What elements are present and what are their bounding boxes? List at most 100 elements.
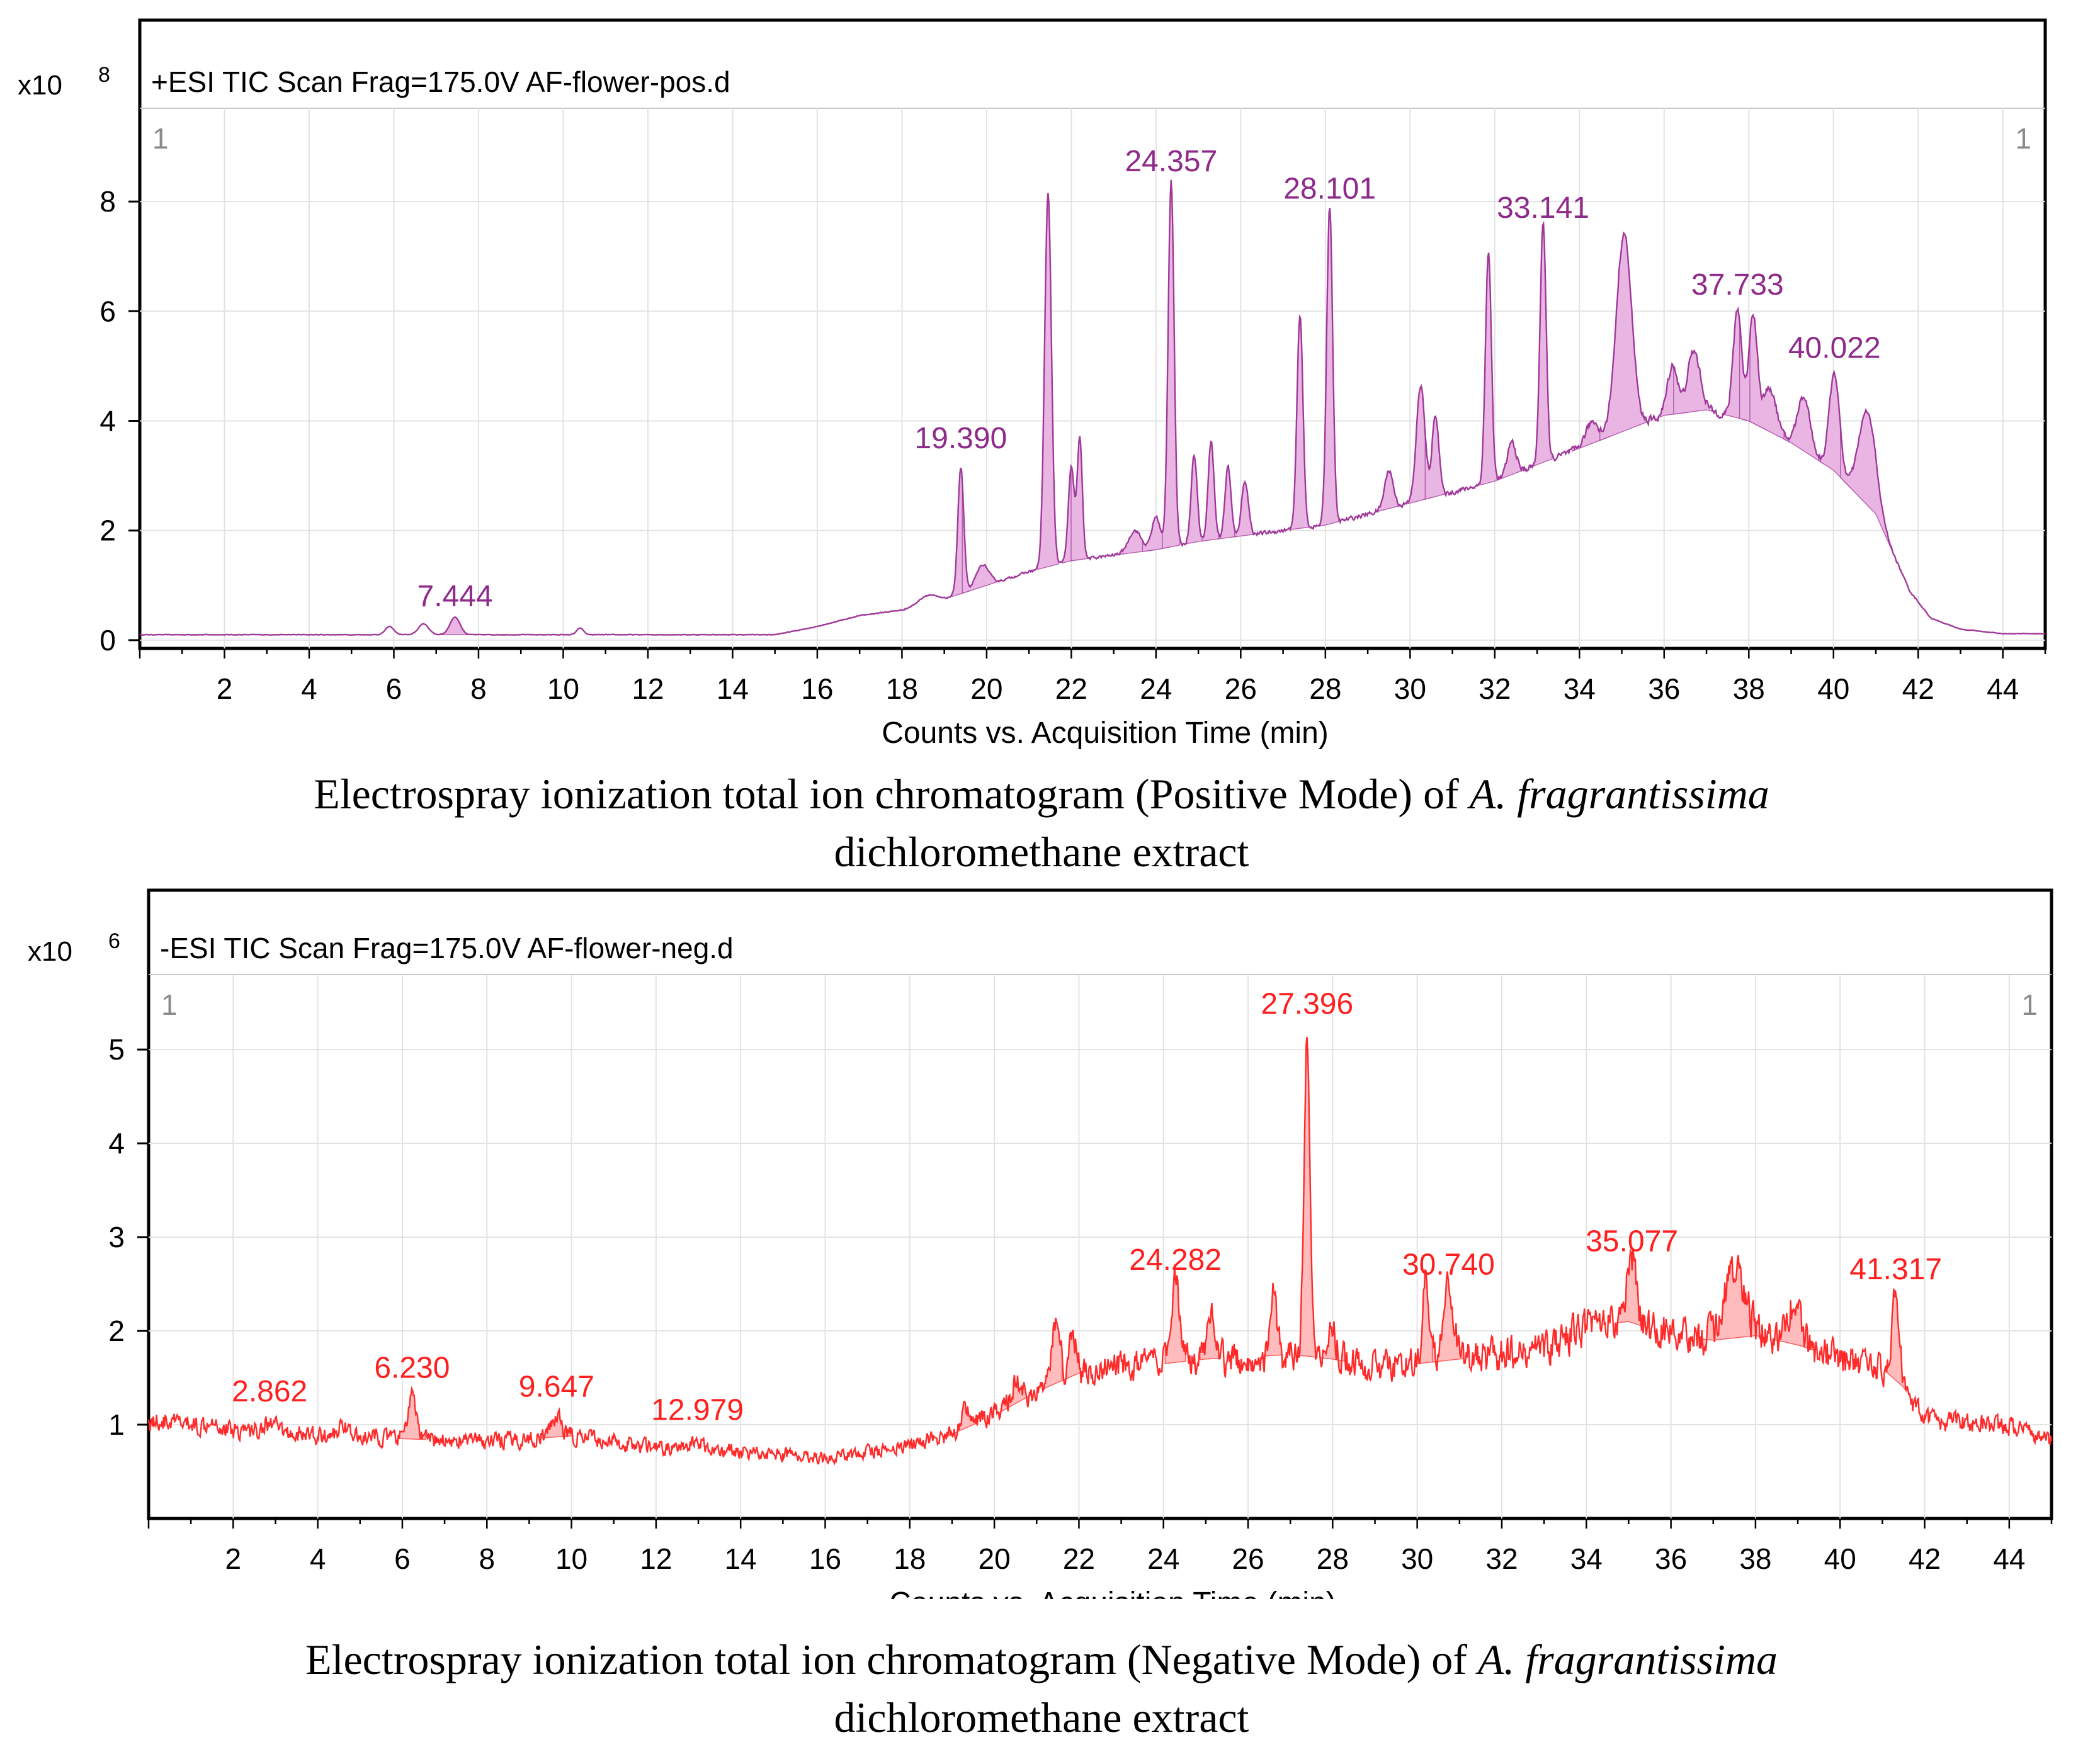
neg-x-tick-label-19: 40: [1824, 1542, 1856, 1575]
pos-y-tick-label-3: 6: [99, 295, 116, 327]
neg-x-tick-label-20: 42: [1909, 1542, 1941, 1575]
neg-chart-title: -ESI TIC Scan Frag=175.0V AF-flower-neg.…: [160, 932, 734, 964]
pos-exponent-base: x10: [18, 70, 62, 101]
neg-x-tick-label-21: 44: [1993, 1542, 2025, 1575]
pos-x-tick-label-11: 24: [1140, 672, 1172, 705]
pos-chart-title: +ESI TIC Scan Frag=175.0V AF-flower-pos.…: [151, 65, 730, 98]
neg-peak-label-6: 30.740: [1402, 1248, 1495, 1282]
pos-plot-frame: [138, 18, 2047, 650]
caption-positive-prefix: Electrospray ionization total ion chroma…: [314, 770, 1470, 818]
neg-x-tick-label-0: 2: [225, 1542, 242, 1575]
pos-x-tick-label-5: 12: [632, 672, 664, 705]
neg-exponent-power: 6: [108, 929, 120, 953]
neg-x-tick-label-12: 26: [1232, 1542, 1264, 1575]
neg-x-tick-label-10: 22: [1063, 1542, 1095, 1575]
pos-x-tick-label-6: 14: [717, 672, 749, 705]
neg-peak-label-7: 35.077: [1586, 1224, 1678, 1258]
neg-peak-label-5: 27.396: [1261, 988, 1353, 1021]
pos-peak-label-6: 40.022: [1788, 331, 1881, 365]
neg-x-axis-title: Counts vs. Acquisition Time (min): [889, 1586, 1336, 1599]
neg-y-tick-label-4: 5: [108, 1033, 125, 1066]
pos-x-tick-label-17: 36: [1648, 672, 1680, 705]
pos-x-tick-label-14: 30: [1394, 672, 1426, 705]
neg-x-tick-label-8: 18: [894, 1542, 926, 1575]
neg-corner-label-left: 1: [161, 988, 178, 1021]
pos-x-tick-label-20: 42: [1902, 672, 1934, 705]
pos-x-tick-label-7: 16: [801, 672, 833, 705]
pos-peak-label-4: 33.141: [1497, 191, 1589, 225]
pos-peak-labels: 7.444 19.390 24.357 28.101 33.141 37.73340.02…: [417, 145, 1881, 613]
pos-peak-label-1: 19.390: [914, 422, 1007, 455]
caption-positive-species: A. fragrantissima: [1469, 770, 1769, 818]
pos-series-line: [139, 179, 2046, 636]
neg-exponent-base: x10: [28, 936, 72, 967]
pos-x-axis-title: Counts vs. Acquisition Time (min): [882, 716, 1329, 749]
pos-x-tick-label-15: 32: [1479, 672, 1511, 705]
neg-peak-label-2: 9.647: [519, 1370, 594, 1403]
neg-x-tick-label-1: 4: [310, 1542, 326, 1575]
neg-x-tick-label-7: 16: [809, 1542, 841, 1575]
pos-y-tick-label-1: 2: [99, 514, 116, 547]
neg-y-tick-label-2: 3: [108, 1221, 125, 1253]
neg-gridlines: [149, 975, 2052, 1518]
pos-x-tick-label-13: 28: [1309, 672, 1341, 705]
pos-x-tick-label-12: 26: [1225, 672, 1257, 705]
pos-y-tick-label-0: 0: [99, 624, 116, 657]
pos-x-tick-label-1: 4: [301, 672, 317, 705]
pos-gridlines: [140, 108, 2045, 648]
neg-x-tick-label-15: 32: [1485, 1542, 1518, 1575]
neg-peak-label-8: 41.317: [1849, 1253, 1942, 1286]
neg-plot-frame: [147, 888, 2053, 1520]
neg-x-tick-label-13: 28: [1317, 1542, 1349, 1575]
pos-x-tick-label-9: 20: [970, 672, 1002, 705]
pos-x-axis: 2 4 6 8 10 12 14 16 18 20 22 24 26 28 30 32 34 36 38 40 42 44: [139, 648, 2046, 705]
pos-x-tick-label-0: 2: [217, 672, 233, 705]
neg-x-tick-label-11: 24: [1147, 1542, 1179, 1575]
pos-x-tick-label-10: 22: [1055, 672, 1087, 705]
neg-x-tick-label-16: 34: [1570, 1542, 1603, 1575]
neg-y-tick-label-3: 4: [108, 1127, 125, 1160]
neg-x-tick-label-14: 30: [1401, 1542, 1433, 1575]
neg-x-axis: 2 4 6 8 10 12 14 16 18 20 22 24 26 28 30 32 34 36 38 40 42 44: [147, 1518, 2053, 1575]
pos-x-tick-label-8: 18: [886, 672, 918, 705]
caption-positive-line1: Electrospray ionization total ion chroma…: [0, 765, 2083, 823]
neg-x-tick-label-17: 36: [1655, 1542, 1687, 1575]
neg-x-tick-label-3: 8: [479, 1542, 495, 1575]
neg-peak-label-4: 24.282: [1129, 1243, 1222, 1277]
caption-negative-species: A. fragrantissima: [1477, 1636, 1778, 1683]
pos-x-tick-label-4: 10: [547, 672, 579, 705]
pos-x-tick-label-19: 40: [1817, 672, 1849, 705]
neg-corner-label-right: 1: [2021, 988, 2038, 1021]
caption-negative-prefix: Electrospray ionization total ion chroma…: [305, 1636, 1478, 1683]
caption-positive-line2: dichloromethane extract: [834, 828, 1249, 876]
neg-x-tick-label-2: 6: [394, 1542, 411, 1575]
pos-corner-label-right: 1: [2015, 122, 2031, 155]
neg-x-tick-label-4: 10: [555, 1542, 587, 1575]
pos-corner-label-left: 1: [152, 122, 169, 155]
neg-peak-labels: 2.862 6.230 9.647 12.979 24.282 27.396 30.740 3…: [232, 988, 1942, 1427]
neg-peak-label-1: 6.230: [374, 1352, 450, 1385]
neg-y-tick-label-0: 1: [108, 1408, 125, 1441]
caption-negative-line2: dichloromethane extract: [834, 1693, 1249, 1741]
neg-x-tick-label-9: 20: [979, 1542, 1011, 1575]
pos-x-tick-label-2: 6: [386, 672, 402, 705]
pos-y-tick-label-2: 4: [99, 405, 116, 438]
pos-x-tick-label-21: 44: [1987, 672, 2019, 705]
neg-series-line: [147, 1037, 2053, 1466]
caption-positive: Electrospray ionization total ion chroma…: [0, 765, 2083, 881]
neg-peak-label-3: 12.979: [651, 1394, 744, 1427]
neg-y-axis: 1 2 3 4 5: [108, 1033, 149, 1441]
neg-x-tick-label-6: 14: [725, 1542, 757, 1575]
caption-negative-line1: Electrospray ionization total ion chroma…: [0, 1631, 2083, 1688]
neg-y-tick-label-1: 2: [108, 1315, 125, 1347]
pos-peak-label-5: 37.733: [1691, 268, 1784, 302]
pos-x-tick-label-16: 34: [1564, 672, 1596, 705]
neg-peak-label-0: 2.862: [232, 1375, 307, 1408]
pos-y-tick-label-4: 8: [99, 185, 116, 218]
pos-exponent-power: 8: [98, 63, 110, 87]
pos-y-axis: 0 2 4 6 8: [99, 185, 140, 657]
pos-x-tick-label-3: 8: [470, 672, 487, 705]
pos-peak-label-3: 28.101: [1283, 172, 1376, 206]
